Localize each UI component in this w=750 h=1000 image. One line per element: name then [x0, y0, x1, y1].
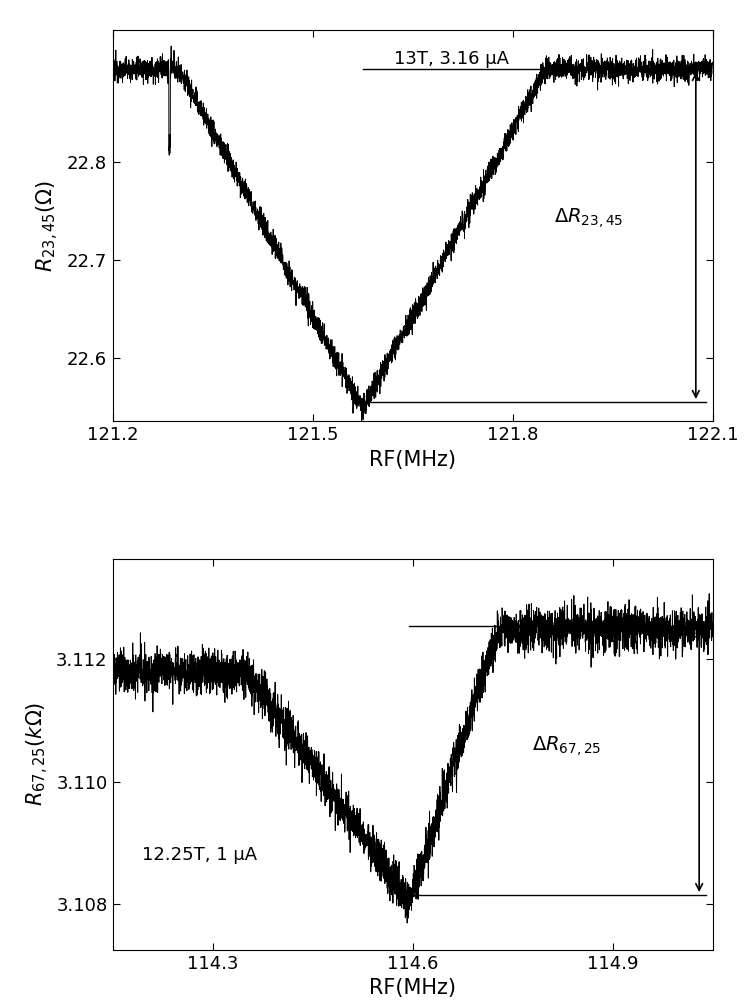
- Text: 12.25T, 1 μA: 12.25T, 1 μA: [142, 846, 258, 864]
- Text: $\Delta R_{67,25}$: $\Delta R_{67,25}$: [532, 734, 602, 758]
- Text: 13T, 3.16 μA: 13T, 3.16 μA: [394, 50, 509, 68]
- Y-axis label: $R_{23,45}(\Omega)$: $R_{23,45}(\Omega)$: [35, 180, 62, 272]
- X-axis label: RF(MHz): RF(MHz): [369, 450, 456, 470]
- X-axis label: RF(MHz): RF(MHz): [369, 978, 456, 998]
- Text: $\Delta R_{23,45}$: $\Delta R_{23,45}$: [554, 206, 623, 230]
- Y-axis label: $R_{67,25}(k\Omega)$: $R_{67,25}(k\Omega)$: [25, 702, 50, 806]
